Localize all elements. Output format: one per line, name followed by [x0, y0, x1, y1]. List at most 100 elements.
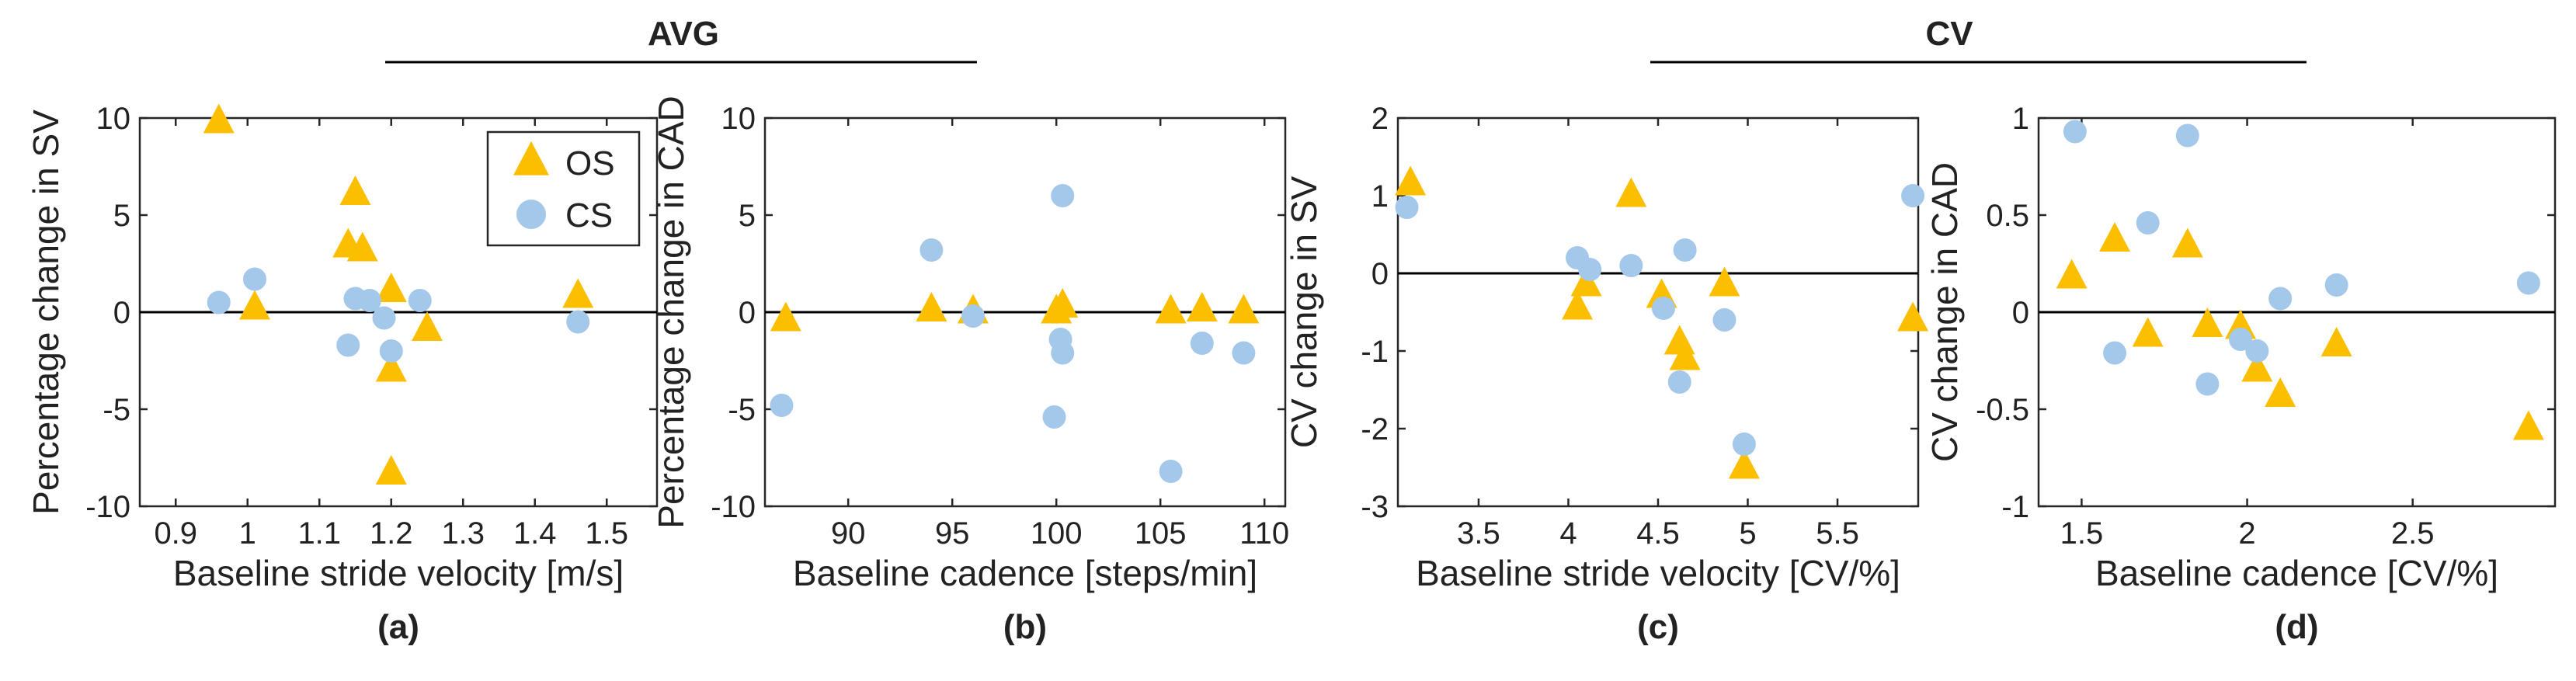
cs-point: [1673, 238, 1697, 262]
cs-point: [1712, 308, 1736, 332]
cs-point: [1051, 184, 1075, 207]
y-tick-label: -2: [1361, 412, 1389, 446]
y-axis-label: CV change in SV: [1284, 176, 1324, 449]
os-point: [1728, 449, 1760, 479]
y-tick-label: -10: [85, 490, 130, 524]
x-axis-label: Baseline stride velocity [m/s]: [173, 553, 624, 593]
os-point: [375, 352, 407, 382]
y-tick-label: -0.5: [1976, 393, 2029, 427]
scatter-panel-0: 0.9 1 1.1 1.2 1.3 1.4 1.5 -10 -5 0 5 10 Baseline str…: [26, 102, 659, 646]
x-tick-label: 1.5: [2060, 516, 2104, 551]
y-axis-label: Percentage change in SV: [26, 109, 66, 515]
cs-point: [566, 310, 590, 334]
x-tick-label: 5.5: [1816, 516, 1859, 551]
cs-point: [1901, 184, 1925, 207]
os-point: [1709, 266, 1740, 297]
legend-os-label: OS: [565, 144, 615, 182]
cs-point: [2268, 287, 2293, 311]
x-tick-label: 100: [1031, 516, 1083, 551]
x-tick-label: 4.5: [1636, 516, 1680, 551]
x-tick-label: 110: [1239, 516, 1289, 551]
os-point: [1155, 294, 1187, 324]
x-tick-label: 3.5: [1457, 516, 1500, 551]
os-point: [2241, 352, 2273, 382]
os-point: [412, 311, 443, 341]
x-tick-label: 1: [239, 516, 256, 551]
cs-point: [1732, 433, 1756, 456]
cs-point: [920, 238, 944, 262]
y-axis-label: Percentage change in CAD: [651, 96, 691, 528]
panel-label: (d): [2275, 608, 2318, 646]
cs-point: [2136, 211, 2160, 235]
y-tick-label: 0: [113, 296, 130, 330]
cs-point: [408, 289, 432, 312]
cs-point: [379, 339, 403, 363]
legend-cs-marker: [516, 200, 546, 229]
cs-point: [1190, 332, 1214, 355]
cs-point: [1667, 370, 1691, 394]
os-point: [375, 272, 407, 302]
x-tick-label: 0.9: [154, 516, 197, 551]
cs-point: [2103, 341, 2127, 365]
scatter-panel-1: 90 95 100 105 110 -10 -5 0 5 10 Baseline cadence […: [651, 96, 1289, 646]
group-title-avg: AVG: [648, 15, 719, 53]
os-point: [339, 175, 371, 205]
os-point: [375, 454, 407, 485]
legend-box: [486, 130, 641, 247]
os-point: [2192, 307, 2223, 337]
cs-point: [1619, 254, 1643, 277]
os-point: [203, 103, 235, 134]
os-point: [2320, 326, 2352, 356]
os-point: [1570, 266, 1602, 297]
cs-point: [2175, 123, 2199, 148]
y-tick-label: -1: [1361, 335, 1389, 369]
y-tick-label: -3: [1361, 490, 1389, 524]
y-axis-label: CV change in CAD: [1924, 162, 1965, 462]
os-point: [1897, 301, 1929, 332]
os-point: [2099, 221, 2131, 252]
y-tick-label: 1: [2012, 102, 2029, 136]
cs-point: [336, 333, 360, 357]
x-tick-label: 1.2: [370, 516, 413, 551]
cs-point: [207, 290, 231, 314]
os-point: [239, 290, 270, 320]
y-tick-label: 10: [96, 102, 131, 136]
cs-point: [1159, 460, 1183, 483]
cs-point: [961, 304, 985, 328]
x-tick-label: 1.4: [513, 516, 557, 551]
x-axis-label: Baseline cadence [steps/min]: [793, 553, 1257, 593]
cs-point: [243, 267, 266, 291]
os-point: [1615, 177, 1647, 207]
cs-point: [1042, 405, 1066, 429]
os-point: [1562, 290, 1594, 320]
y-tick-label: 0: [739, 296, 756, 330]
os-point: [2171, 228, 2203, 258]
y-tick-label: 5: [113, 199, 130, 233]
os-point: [1395, 165, 1427, 196]
x-tick-label: 1.3: [441, 516, 485, 551]
os-point: [2512, 410, 2544, 440]
y-tick-label: 10: [721, 102, 756, 136]
os-point: [562, 278, 594, 308]
cs-point: [1051, 341, 1075, 365]
panel-label: (a): [377, 608, 419, 646]
panel-label: (b): [1003, 608, 1047, 646]
x-tick-label: 2.5: [2391, 516, 2435, 551]
x-axis-label: Baseline cadence [CV/%]: [2095, 553, 2498, 593]
os-point: [2265, 377, 2296, 407]
y-tick-label: 0.5: [1986, 199, 2029, 233]
scatter-panel-3: 1.5 2 2.5 -1 -0.5 0 0.5 1 Baseline cadence [CV/%…: [1924, 102, 2557, 646]
cs-point: [2195, 372, 2220, 396]
cs-point: [2324, 273, 2348, 297]
x-tick-label: 4: [1559, 516, 1577, 551]
os-point: [346, 231, 378, 262]
os-point: [1669, 340, 1701, 370]
y-tick-label: 1: [1371, 179, 1389, 214]
x-tick-label: 105: [1135, 516, 1187, 551]
x-tick-label: 1.1: [297, 516, 341, 551]
y-tick-label: -10: [711, 490, 756, 524]
os-point: [2056, 259, 2088, 289]
os-point: [1047, 287, 1079, 318]
cs-point: [1232, 341, 1256, 365]
cs-point: [2229, 328, 2253, 351]
